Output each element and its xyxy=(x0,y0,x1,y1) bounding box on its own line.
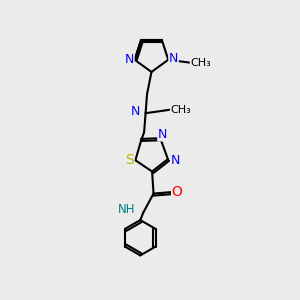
Text: N: N xyxy=(169,52,178,65)
Text: S: S xyxy=(125,153,134,167)
Text: N: N xyxy=(158,128,167,141)
Text: NH: NH xyxy=(118,203,135,216)
Text: N: N xyxy=(125,53,134,66)
Text: O: O xyxy=(172,185,182,199)
Text: CH₃: CH₃ xyxy=(170,105,191,115)
Text: CH₃: CH₃ xyxy=(190,58,211,68)
Text: N: N xyxy=(130,105,140,118)
Text: N: N xyxy=(171,154,180,167)
